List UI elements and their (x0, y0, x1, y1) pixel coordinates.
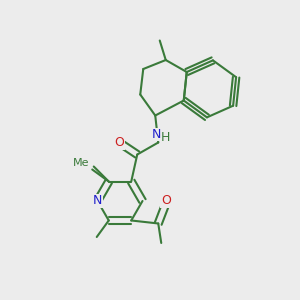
Text: O: O (161, 194, 171, 208)
Text: Me: Me (73, 158, 89, 168)
Text: N: N (152, 128, 161, 141)
Text: N: N (93, 194, 102, 208)
Text: O: O (114, 136, 124, 149)
Text: H: H (161, 131, 170, 144)
